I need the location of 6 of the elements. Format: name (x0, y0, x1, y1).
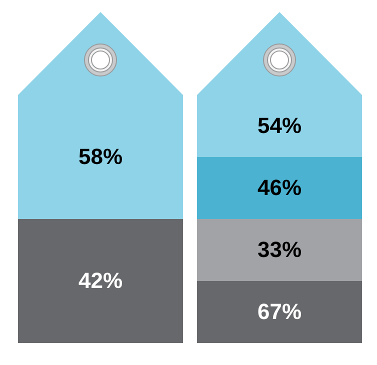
data-label: 46% (257, 175, 302, 200)
data-label: 67% (257, 299, 302, 324)
data-label: 42% (78, 268, 123, 293)
data-label: 54% (257, 113, 302, 138)
data-label: 33% (257, 237, 302, 262)
data-label: 58% (78, 144, 123, 169)
